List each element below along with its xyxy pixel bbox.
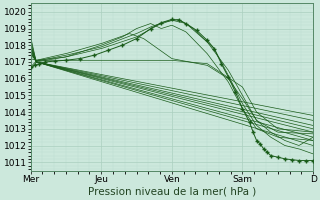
X-axis label: Pression niveau de la mer( hPa ): Pression niveau de la mer( hPa ) [88, 187, 256, 197]
